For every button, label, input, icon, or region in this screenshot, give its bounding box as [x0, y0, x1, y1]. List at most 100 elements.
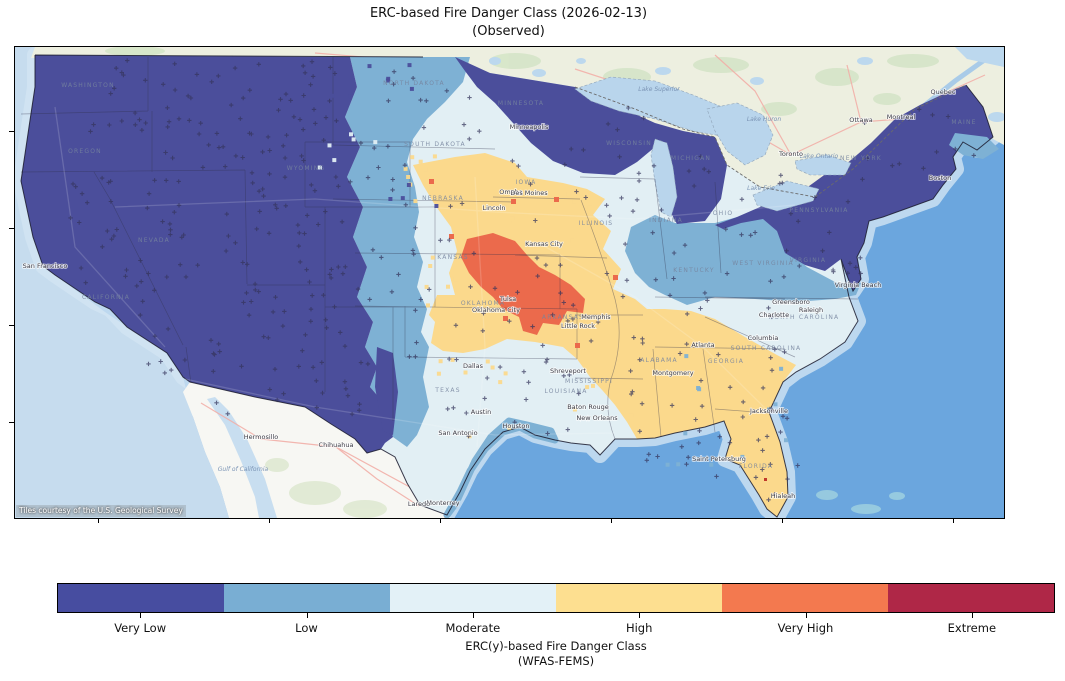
mexico-terrain — [265, 458, 387, 518]
station-pixel — [348, 94, 353, 99]
state-label: CALIFORNIA — [82, 294, 130, 301]
state-label: WISCONSIN — [606, 140, 652, 147]
station-pixel — [409, 86, 414, 91]
state-label: WEST VIRGINIA — [732, 260, 794, 267]
station-pixel — [332, 158, 337, 163]
axis-tick-left — [9, 325, 14, 326]
red-station-pixel — [764, 478, 767, 481]
city-label: Virginia Beach — [835, 281, 882, 289]
city-label: Charlotte — [759, 311, 789, 319]
colorbar-tick — [140, 613, 142, 618]
station-pixel — [490, 365, 495, 370]
axis-tick-bottom — [953, 518, 954, 523]
station-pixel — [406, 175, 411, 179]
region-low-west-band — [345, 57, 470, 447]
station-pixel — [430, 255, 435, 260]
city-label: Dallas — [463, 362, 484, 370]
city-label: Monterrey — [426, 499, 459, 507]
region-very-low-great-lakes — [455, 57, 727, 224]
state-label: ARKANSAS — [542, 314, 584, 321]
station-pixel — [322, 65, 326, 69]
station-pixel — [570, 238, 575, 243]
city-label: Hialeah — [771, 492, 796, 500]
state-label: KENTUCKY — [673, 267, 714, 274]
city-label: Tulsa — [499, 295, 516, 303]
colorbar-segment-high — [556, 584, 722, 612]
station-pixel — [410, 155, 415, 160]
station-pixel — [767, 407, 771, 412]
figure-title-line2: (Observed) — [472, 24, 545, 39]
axis-tick-bottom — [269, 518, 270, 523]
station-pixel — [463, 370, 468, 375]
colorbar-segment-extreme — [888, 584, 1054, 612]
state-label: IOWA — [515, 179, 536, 186]
axis-tick-bottom — [440, 518, 441, 523]
station-pixel — [349, 132, 353, 137]
station-pixel — [450, 357, 455, 362]
city-label: Greensboro — [772, 298, 810, 306]
station-pixels — [317, 63, 788, 481]
us-outline — [20, 54, 994, 518]
state-label: SOUTH CAROLINA — [731, 345, 802, 352]
colorbar-class-label: High — [625, 621, 653, 635]
state-label: OREGON — [68, 148, 102, 155]
map-labels: WASHINGTON OREGON CALIFORNIA NEVADA WYOMING N… — [22, 80, 976, 509]
station-pixel — [629, 413, 634, 418]
state-label: NORTH CAROLINA — [769, 314, 840, 321]
colorbar-segment-moderate — [390, 584, 556, 612]
city-label: Omaha — [499, 188, 523, 196]
city-label: Montreal — [887, 113, 916, 121]
water-label: Lake Erie — [747, 185, 775, 192]
axis-tick-bottom — [611, 518, 612, 523]
water-label: Lake Huron — [747, 116, 782, 123]
colorbar-class-label: Extreme — [947, 621, 997, 635]
gulf-of-california — [207, 397, 277, 518]
very-high-pixel — [554, 197, 559, 202]
state-label: MAINE — [951, 119, 976, 126]
very-high-pixel — [511, 199, 516, 204]
station-pixel — [697, 387, 702, 392]
state-label: WASHINGTON — [61, 82, 115, 89]
colorbar-segment-very-high — [722, 584, 888, 612]
station-pixel — [436, 371, 441, 376]
very-high-pixel — [429, 179, 434, 184]
state-label: VIRGINIA — [790, 257, 826, 264]
state-label: OKLAHOMA — [461, 300, 505, 307]
axis-tick-left — [9, 131, 14, 132]
station-pixel — [423, 167, 428, 172]
very-high-pixel — [613, 275, 618, 280]
city-label: Columbia — [748, 334, 779, 342]
station-pixel — [566, 192, 571, 197]
station-pixel — [773, 402, 778, 407]
station-pixel — [591, 383, 595, 388]
station-pixel — [784, 438, 788, 443]
city-label: Boston — [929, 174, 951, 182]
region-very-low-west — [21, 55, 393, 453]
city-label: Raleigh — [799, 306, 823, 314]
colorbar-class-label: Very High — [777, 621, 834, 635]
bahamas-banks — [816, 490, 905, 514]
station-pixel — [572, 407, 577, 412]
station-pixel — [432, 154, 437, 159]
state-label: NEVADA — [138, 237, 170, 244]
state-label: ILLINOIS — [579, 220, 614, 227]
region-low-maine — [949, 133, 999, 159]
colorbar-class-label: Low — [295, 621, 318, 635]
map-area: WASHINGTON OREGON CALIFORNIA NEVADA WYOMING N… — [14, 46, 1005, 519]
station-pixel — [684, 354, 689, 359]
city-label: Chihuahua — [319, 441, 354, 449]
region-very-low-texas-tongue — [375, 347, 398, 435]
station-pixel — [438, 359, 443, 364]
city-label: Atlanta — [691, 341, 714, 349]
station-pixel — [572, 199, 577, 204]
station-pixel — [407, 63, 412, 68]
station-pixel — [428, 264, 433, 268]
state-label: SOUTH DAKOTA — [404, 141, 466, 148]
city-label: Hermosillo — [244, 433, 279, 441]
station-pixel — [683, 431, 688, 436]
colorbar-caption-line2: (WFAS-FEMS) — [517, 654, 595, 668]
canada-lakes — [489, 57, 1004, 122]
state-borders — [20, 57, 859, 440]
state-label: GEORGIA — [708, 358, 744, 365]
station-pixel — [413, 199, 418, 204]
